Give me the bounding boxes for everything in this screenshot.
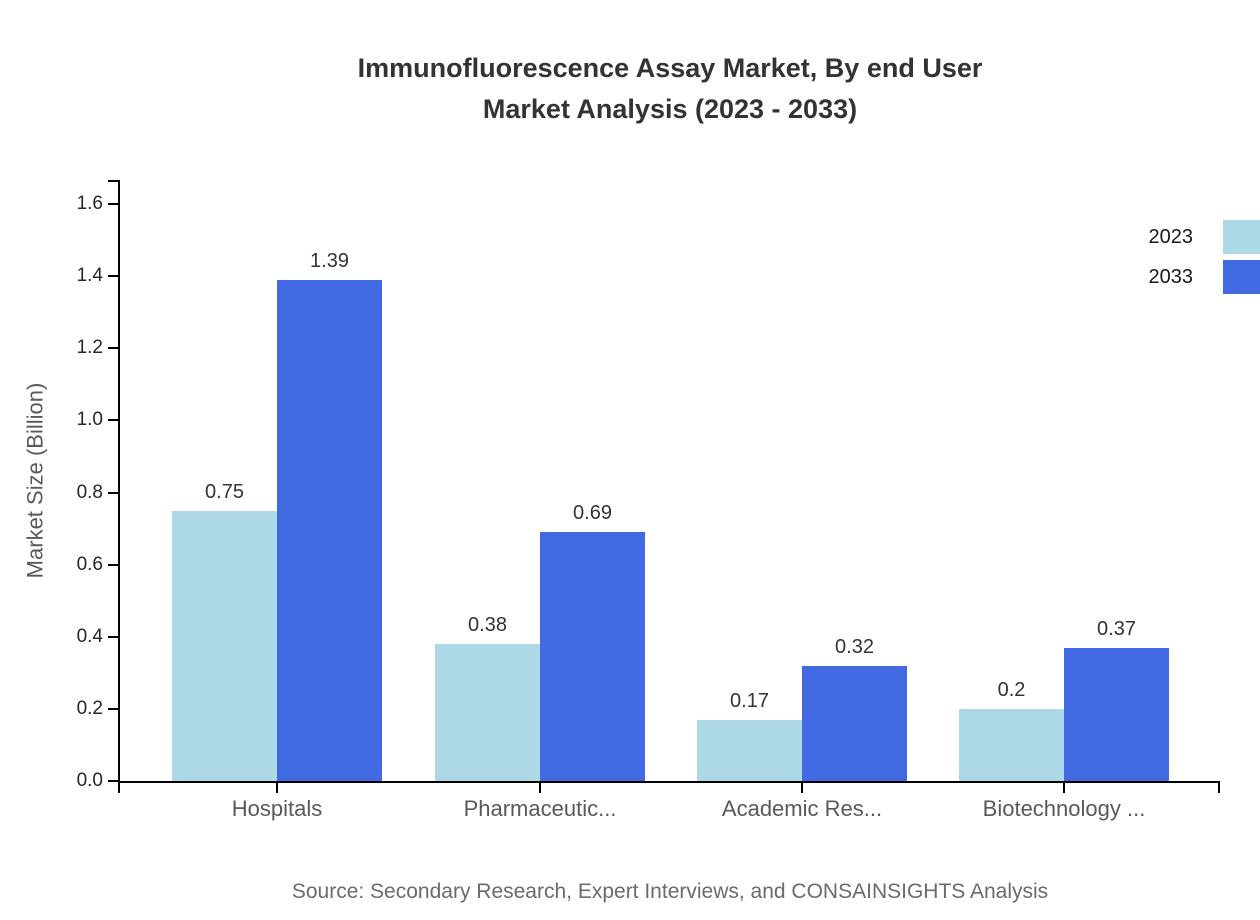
legend-label-2023: 2023 xyxy=(1148,226,1194,248)
x-tick-label: Biotechnology ... xyxy=(982,796,1146,821)
bar-2023-4 xyxy=(959,709,1064,781)
y-tick-label: 0.2 xyxy=(76,698,103,719)
x-axis-end-tick-left xyxy=(118,783,120,793)
legend-label-2033: 2033 xyxy=(1148,266,1194,288)
x-tick-label: Hospitals xyxy=(231,796,323,821)
y-tick-mark xyxy=(108,564,118,566)
bar-value-label: 0.17 xyxy=(730,690,769,712)
bar-value-label: 0.75 xyxy=(205,481,244,503)
bar-value-label: 0.2 xyxy=(997,679,1026,701)
y-tick-label: 0.8 xyxy=(76,482,103,503)
chart-title: Immunofluorescence Assay Market, By end … xyxy=(357,53,983,124)
legend-swatch-2023 xyxy=(1223,220,1260,254)
y-tick-label: 1.0 xyxy=(76,409,103,430)
y-tick-mark xyxy=(108,347,118,349)
y-tick-mark xyxy=(108,203,118,205)
bar-2023-1 xyxy=(172,511,277,781)
y-tick-mark xyxy=(108,636,118,638)
x-axis-end-tick-right xyxy=(1218,783,1220,793)
bar-value-label: 1.39 xyxy=(310,250,349,272)
y-tick-label: 1.2 xyxy=(76,337,103,358)
y-axis-line xyxy=(118,180,120,783)
y-tick-label: 0.6 xyxy=(76,554,103,575)
bar-2033-4 xyxy=(1064,648,1169,781)
bar-value-label: 0.69 xyxy=(573,502,612,524)
y-tick-mark xyxy=(108,492,118,494)
y-tick-label: 0.4 xyxy=(76,626,103,647)
x-tick-mark xyxy=(276,783,278,793)
x-tick-mark xyxy=(539,783,541,793)
x-tick-label: Academic Res... xyxy=(721,796,883,821)
bar-2033-3 xyxy=(802,666,907,781)
y-tick-mark xyxy=(108,780,118,782)
y-tick-label: 0.0 xyxy=(76,770,103,791)
y-tick-mark xyxy=(108,419,118,421)
source-note: Source: Secondary Research, Expert Inter… xyxy=(291,880,1049,903)
bar-value-label: 0.37 xyxy=(1097,618,1136,640)
bar-value-label: 0.38 xyxy=(468,614,507,636)
legend-swatch-2033 xyxy=(1223,260,1260,294)
bar-value-label: 0.32 xyxy=(835,636,874,658)
x-tick-mark xyxy=(801,783,803,793)
y-tick-label: 1.6 xyxy=(76,193,103,214)
bar-2033-2 xyxy=(540,532,645,781)
bar-2023-2 xyxy=(435,644,540,781)
x-axis-line xyxy=(118,781,1220,783)
x-tick-label: Pharmaceutic... xyxy=(463,796,617,821)
bar-2023-3 xyxy=(697,720,802,781)
bar-2033-1 xyxy=(277,280,382,781)
x-tick-mark xyxy=(1063,783,1065,793)
y-axis-end-tick xyxy=(108,180,118,182)
y-tick-mark xyxy=(108,275,118,277)
y-tick-label: 1.4 xyxy=(76,265,103,286)
y-tick-mark xyxy=(108,708,118,710)
